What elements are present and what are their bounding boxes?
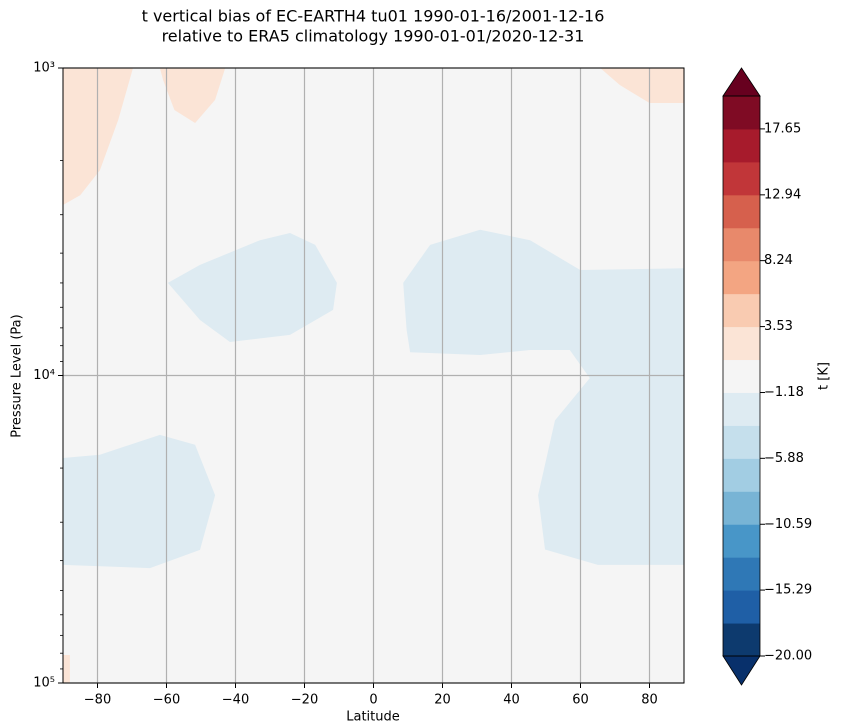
chart-subtitle: relative to ERA5 climatology 1990-01-01/… <box>162 27 585 46</box>
x-tick-label: 0 <box>369 693 377 708</box>
colorbar-band <box>723 128 760 163</box>
colorbar-tick-label: 8.24 <box>764 253 793 268</box>
colorbar-tick-label: 17.65 <box>764 121 801 136</box>
colorbar-tick-label: −1.18 <box>764 385 804 400</box>
colorbar-tick-label: −10.59 <box>764 517 812 532</box>
x-tick-label: −20 <box>291 693 318 708</box>
contour-region <box>63 434 216 569</box>
x-tick-label: 80 <box>641 693 658 708</box>
x-axis-label: Latitude <box>346 710 400 724</box>
contour-region <box>159 68 226 123</box>
colorbar-tick-label: 3.53 <box>764 319 793 334</box>
colorbar-band <box>723 491 760 525</box>
contour-region <box>63 655 70 683</box>
x-tick-label: −80 <box>84 693 111 708</box>
axes: −80 −60 −40 −20 0 20 40 60 80 10³ 10⁴ 10⁵ −20.00 −15.… <box>33 61 812 708</box>
colorbar-band <box>723 458 760 492</box>
colorbar-band <box>723 326 760 361</box>
colorbar-band <box>723 194 760 229</box>
colorbar-label: t [K] <box>817 362 832 390</box>
x-tick-label: 60 <box>572 693 589 708</box>
colorbar-band <box>723 359 760 393</box>
y-axis-label: Pressure Level (Pa) <box>10 314 25 437</box>
colorbar-band <box>723 623 760 657</box>
colorbar-band <box>723 557 760 591</box>
x-tick-label: 40 <box>503 693 520 708</box>
colorbar-band <box>723 227 760 262</box>
colorbar-frame <box>722 95 761 657</box>
contour-region <box>600 68 684 103</box>
chart-title: t vertical bias of EC-EARTH4 tu01 1990-0… <box>142 7 605 26</box>
y-tick-label: 10⁵ <box>33 676 55 691</box>
colorbar-tick-label: −15.29 <box>764 583 812 598</box>
colorbar-band <box>723 161 760 196</box>
colorbar-tick-label: −5.88 <box>764 451 804 466</box>
colorbar-extend-over <box>722 67 761 97</box>
colorbar-band <box>723 524 760 558</box>
contour-region <box>167 233 337 342</box>
y-tick-label: 10³ <box>33 61 55 76</box>
colorbar-band <box>723 590 760 624</box>
colorbar-band <box>723 425 760 459</box>
contour-region <box>403 229 684 565</box>
colorbar-band <box>723 96 760 130</box>
colorbar-band <box>723 293 760 328</box>
colorbar-tick-label: −20.00 <box>764 649 812 664</box>
plot-frame <box>62 67 685 684</box>
colorbar-band <box>723 392 760 426</box>
x-tick-label: −40 <box>222 693 249 708</box>
colorbar-tick-label: 12.94 <box>764 187 801 202</box>
y-tick-label: 10⁴ <box>33 368 55 383</box>
colorbar-band <box>723 260 760 295</box>
x-tick-label: −60 <box>153 693 180 708</box>
x-tick-label: 20 <box>434 693 451 708</box>
colorbar-extend-under <box>722 655 761 686</box>
